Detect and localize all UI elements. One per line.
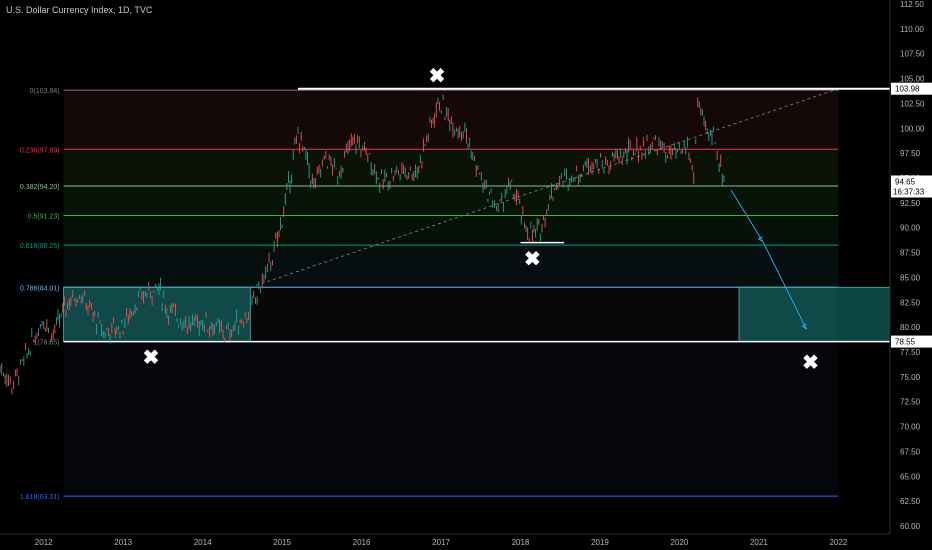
- y-tick-label: 112.50: [900, 0, 924, 9]
- support-price-tag-bg: [891, 335, 932, 348]
- fib-band: [63, 215, 839, 246]
- y-tick-label: 92.50: [900, 199, 921, 208]
- x-tick-label: 2020: [671, 538, 689, 547]
- x-tick-label: 2018: [512, 538, 530, 547]
- projection-arrow: [730, 189, 764, 242]
- x-marker: ✖: [429, 66, 446, 88]
- y-tick-label: 60.00: [900, 522, 921, 531]
- support-price-tag: 78.55: [895, 338, 916, 347]
- demand-zone: [63, 286, 251, 342]
- fib-level-label: 0.618(88.25): [20, 243, 60, 250]
- current-price-tag-bg: [891, 175, 932, 198]
- x-marker: ✖: [143, 347, 160, 369]
- x-tick-label: 2022: [829, 538, 847, 547]
- fib-level-label: 1(78.55): [33, 340, 59, 347]
- y-tick-label: 75.00: [900, 373, 921, 382]
- resistance-price-tag-bg: [891, 82, 932, 95]
- y-tick-label: 82.50: [900, 298, 921, 307]
- x-tick-label: 2015: [273, 538, 291, 547]
- chart-title: U.S. Dollar Currency Index, 1D, TVC: [6, 5, 153, 15]
- y-tick-label: 72.50: [900, 398, 921, 407]
- x-tick-label: 2021: [750, 538, 768, 547]
- fib-level-label: 0.5(91.23): [28, 213, 60, 220]
- fib-level-label: 0.382(94.20): [20, 184, 60, 191]
- x-tick-label: 2019: [591, 538, 609, 547]
- y-tick-label: 105.00: [900, 75, 925, 84]
- projection-arrow: [762, 241, 807, 330]
- fib-band: [63, 185, 839, 216]
- y-tick-label: 70.00: [900, 423, 921, 432]
- price-candles: [0, 94, 725, 395]
- x-tick-label: 2016: [353, 538, 371, 547]
- fib-level-label: 0.786(84.01): [20, 285, 60, 292]
- fib-band: [63, 149, 839, 186]
- demand-zone: [738, 286, 891, 342]
- y-tick-label: 67.50: [900, 447, 921, 456]
- y-tick-label: 110.00: [900, 25, 924, 34]
- projection-arrowhead: [801, 323, 807, 330]
- x-tick-label: 2014: [194, 538, 212, 547]
- trendline: [250, 89, 835, 288]
- y-tick-label: 62.50: [900, 497, 921, 506]
- y-tick-label: 102.50: [900, 99, 925, 108]
- x-marker: ✖: [802, 352, 819, 374]
- countdown-tag: 16:37:33: [893, 187, 925, 196]
- fib-band: [63, 341, 839, 497]
- fib-level-label: 0.236(97.89): [20, 147, 60, 154]
- fib-level-label: 0(103.84): [30, 88, 60, 95]
- projection-arrowhead: [757, 236, 764, 243]
- resistance-price-tag: 103.98: [895, 85, 920, 94]
- x-tick-label: 2017: [432, 538, 450, 547]
- y-tick-label: 100.00: [900, 124, 925, 133]
- current-price-tag: 94.65: [895, 177, 916, 186]
- y-tick-label: 80.00: [900, 323, 921, 332]
- y-tick-label: 65.00: [900, 472, 921, 481]
- y-tick-label: 107.50: [900, 50, 925, 59]
- y-tick-label: 85.00: [900, 273, 921, 282]
- fib-band: [63, 245, 839, 288]
- x-tick-label: 2013: [114, 538, 132, 547]
- y-tick-label: 97.50: [900, 149, 921, 158]
- y-tick-label: 77.50: [900, 348, 921, 357]
- x-marker: ✖: [524, 249, 541, 271]
- y-tick-label: 90.00: [900, 224, 921, 233]
- y-tick-label: 87.50: [900, 249, 921, 258]
- fib-level-label: 1.618(63.01): [20, 494, 60, 501]
- x-tick-label: 2012: [35, 538, 53, 547]
